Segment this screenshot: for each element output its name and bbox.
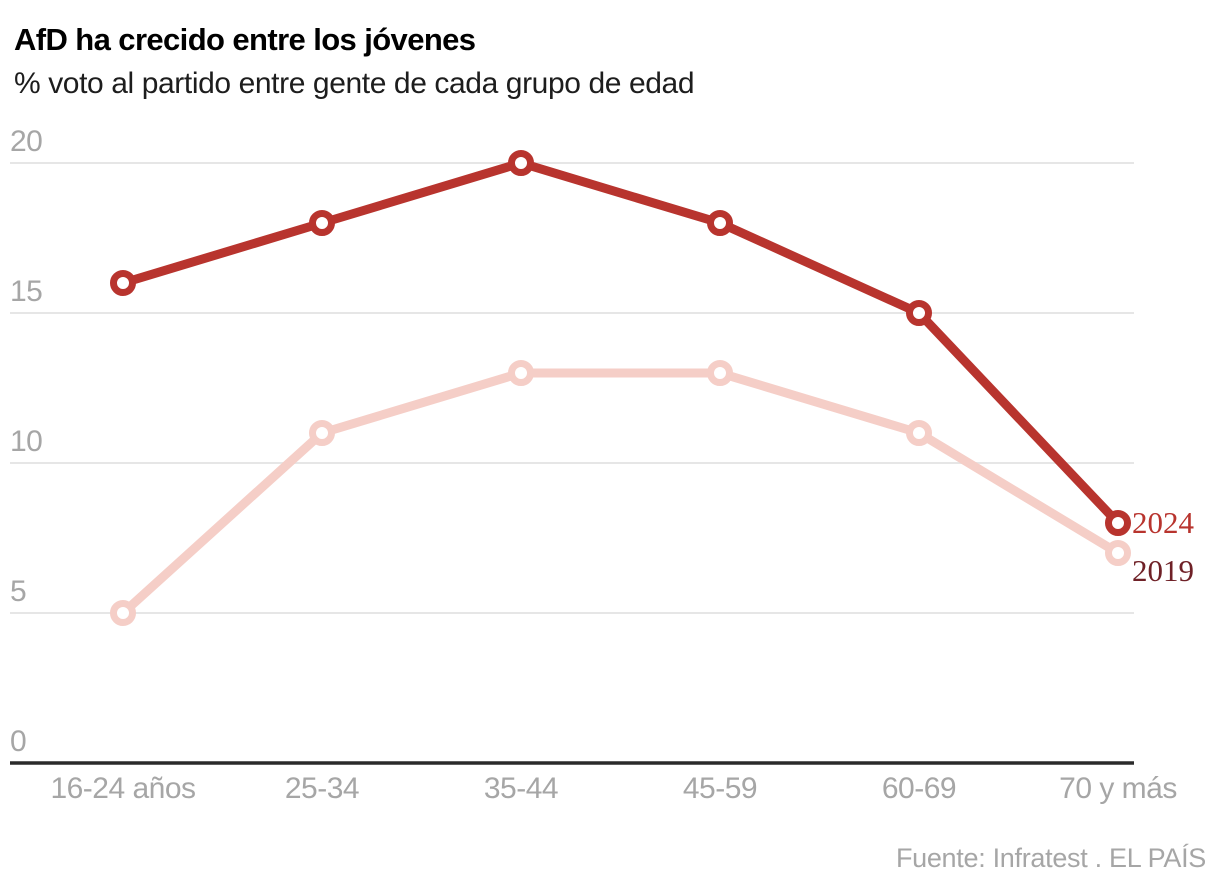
y-tick-label-20: 20 — [10, 125, 43, 158]
series-line-2024 — [121, 158, 1122, 527]
y-tick-label-10: 10 — [10, 425, 43, 458]
x-tick-label-6: 70 y más — [1059, 772, 1177, 805]
x-tick-label-3: 35-44 — [483, 772, 559, 805]
y-tick-label-0: 0 — [10, 725, 27, 758]
y-tick-label-15: 15 — [10, 275, 43, 308]
data-point-2024-1 — [110, 270, 136, 296]
x-tick-label-1: 16-24 años — [50, 772, 196, 805]
chart-subtitle: % voto al partido entre gente de cada gr… — [14, 67, 695, 100]
data-point-2024-6 — [1105, 510, 1131, 536]
chart-title: AfD ha crecido entre los jóvenes — [14, 22, 476, 57]
data-point-2024-5 — [906, 300, 932, 326]
series-label-2024: 2024 — [1132, 505, 1194, 540]
data-point-2019-5 — [906, 420, 932, 446]
data-point-2024-4 — [707, 210, 733, 236]
y-tick-label-5: 5 — [10, 575, 27, 608]
series-label-2019: 2019 — [1132, 553, 1194, 588]
chart-header: AfD ha crecido entre los jóvenes % voto … — [14, 22, 1204, 102]
series-line-2019 — [119, 368, 1121, 617]
x-tick-label-5: 60-69 — [881, 772, 957, 805]
data-point-2024-2 — [309, 210, 335, 236]
data-point-2019-3 — [508, 360, 534, 386]
data-point-2019-1 — [110, 600, 136, 626]
x-tick-label-4: 45-59 — [682, 772, 758, 805]
source-credit: Fuente: Infratest . EL PAÍS — [895, 843, 1206, 873]
data-point-2019-4 — [707, 360, 733, 386]
x-tick-label-2: 25-34 — [284, 772, 360, 805]
data-point-2019-2 — [309, 420, 335, 446]
data-point-2024-3 — [508, 150, 534, 176]
data-point-2019-6 — [1105, 540, 1131, 566]
